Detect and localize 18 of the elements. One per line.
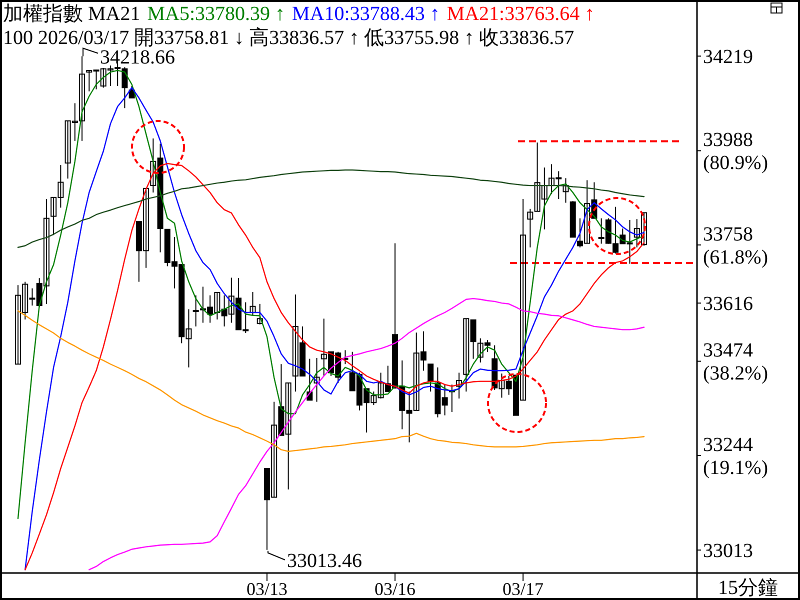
- text: MA10:33788.43 ↑: [292, 3, 440, 25]
- y-tick-label: 33616: [703, 293, 753, 316]
- y-tick-label: 33013: [703, 540, 753, 562]
- y-tick-label: 33758 (61.8%): [703, 223, 768, 268]
- annotation: 34218.66: [100, 46, 176, 68]
- x-axis-title: 15分鐘: [718, 577, 778, 599]
- y-tick-label: 33988 (80.9%): [703, 129, 768, 174]
- x-tick-label: 03/16: [374, 579, 416, 599]
- text: MA21:33763.64 ↑: [446, 3, 595, 25]
- y-tick-label: 33474 (38.2%): [703, 340, 768, 385]
- text: MA5:33780.39 ↑: [147, 3, 286, 25]
- annotation: 100 2026/03/17 開33758.81 ↓ 高33836.57 ↑ 低33755.98 ↑ 收33836.57: [3, 26, 574, 49]
- annotation: 33013.46: [286, 550, 362, 572]
- y-tick-label: 34219: [703, 46, 753, 68]
- y-tick-label: 33244 (19.1%): [703, 434, 768, 479]
- chart-title: 加權指數 MA21: [3, 3, 140, 25]
- x-tick-label: 03/17: [502, 579, 544, 599]
- x-tick-label: 03/13: [246, 579, 288, 599]
